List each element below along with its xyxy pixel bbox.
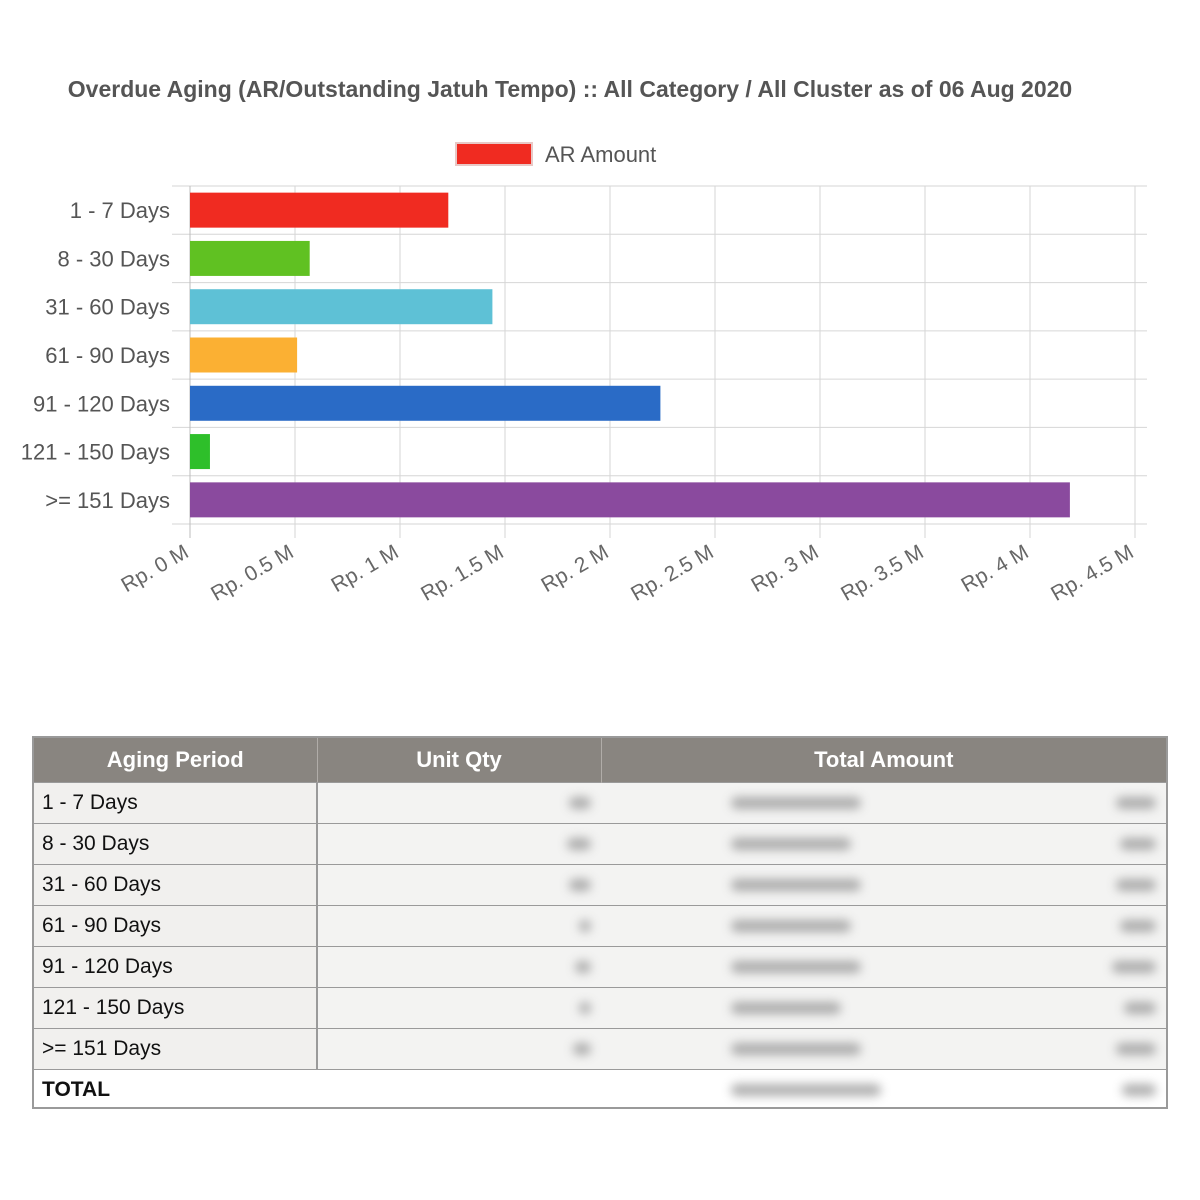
total-amount-cell: [601, 946, 1166, 988]
obscured-value: [731, 838, 851, 850]
unit-qty-cell: [317, 823, 601, 865]
obscured-value: [569, 879, 591, 891]
header-aging-period[interactable]: Aging Period: [34, 738, 318, 783]
table-row: 121 - 150 Days: [34, 987, 1166, 1029]
obscured-value: [731, 1084, 881, 1096]
header-total-amount[interactable]: Total Amount: [601, 738, 1166, 783]
unit-qty-cell: [317, 905, 601, 947]
chart-title: Overdue Aging (AR/Outstanding Jatuh Temp…: [67, 76, 1073, 102]
x-tick-label: Rp. 3 M: [747, 540, 822, 597]
obscured-percentage: [1116, 879, 1156, 891]
table-row: 8 - 30 Days: [34, 823, 1166, 865]
bar-chart: AR Amount 1 - 7 Days 8 - 30 Days 31 - 60 D…: [21, 142, 1147, 606]
obscured-percentage: [1112, 961, 1156, 973]
x-tick-label: Rp. 0 M: [117, 540, 192, 597]
obscured-value: [575, 961, 591, 973]
unit-qty-cell: [317, 987, 601, 1029]
x-tick-label: Rp. 0.5 M: [207, 540, 297, 605]
obscured-value: [567, 838, 591, 850]
obscured-value: [573, 1043, 591, 1055]
obscured-percentage: [1120, 838, 1156, 850]
obscured-percentage: [1122, 1084, 1156, 1096]
obscured-value: [731, 1043, 861, 1055]
obscured-percentage: [1116, 797, 1156, 809]
unit-qty-cell: [317, 782, 601, 824]
bar-5[interactable]: [190, 385, 661, 421]
obscured-value: [579, 920, 591, 932]
unit-qty-cell: [317, 946, 601, 988]
total-amount-cell: [601, 782, 1166, 824]
aging-table-container: Aging Period Unit Qty Total Amount 1 - 7…: [32, 736, 1168, 1109]
aging-period-cell: 8 - 30 Days: [34, 823, 318, 865]
total-amount-cell: [601, 1028, 1166, 1070]
table-total-row: TOTAL: [34, 1069, 1166, 1107]
total-amount-cell: [601, 864, 1166, 906]
y-tick-label: 8 - 30 Days: [58, 246, 171, 271]
x-tick-label: Rp. 1 M: [327, 540, 402, 597]
x-tick-label: Rp. 2 M: [537, 540, 612, 597]
bar-7[interactable]: [190, 482, 1070, 518]
y-tick-label: 31 - 60 Days: [45, 295, 170, 320]
total-amount-cell: [601, 823, 1166, 865]
y-tick-label: 1 - 7 Days: [70, 198, 170, 223]
y-tick-label: 61 - 90 Days: [45, 343, 170, 368]
table-row: 1 - 7 Days: [34, 782, 1166, 824]
x-tick-label: Rp. 1.5 M: [417, 540, 507, 605]
x-tick-label: Rp. 4 M: [957, 540, 1032, 597]
legend-swatch-ar-amount[interactable]: [455, 142, 533, 166]
y-axis-labels: 1 - 7 Days 8 - 30 Days 31 - 60 Days 61 - 90…: [21, 198, 170, 513]
table-row: >= 151 Days: [34, 1028, 1166, 1070]
bar-2[interactable]: [190, 240, 310, 276]
obscured-value: [569, 797, 591, 809]
bar-3[interactable]: [190, 289, 493, 325]
obscured-value: [731, 879, 861, 891]
obscured-percentage: [1124, 1002, 1156, 1014]
x-tick-label: Rp. 2.5 M: [627, 540, 717, 605]
obscured-value: [731, 1002, 841, 1014]
aging-period-cell: 91 - 120 Days: [34, 946, 318, 988]
total-amount-cell: [601, 987, 1166, 1029]
total-amount-cell: [601, 1069, 1166, 1107]
obscured-value: [731, 920, 851, 932]
aging-period-cell: 61 - 90 Days: [34, 905, 318, 947]
obscured-value: [731, 797, 861, 809]
unit-qty-cell: [317, 1028, 601, 1070]
aging-table: Aging Period Unit Qty Total Amount 1 - 7…: [34, 738, 1166, 1107]
obscured-value: [579, 1002, 591, 1014]
aging-period-cell: 1 - 7 Days: [34, 782, 318, 824]
legend-label-ar-amount[interactable]: AR Amount: [545, 142, 656, 167]
bar-1[interactable]: [190, 192, 449, 228]
x-axis-labels: Rp. 0 M Rp. 0.5 M Rp. 1 M Rp. 1.5 M Rp. 2 M R…: [117, 540, 1137, 605]
x-tick-label: Rp. 3.5 M: [837, 540, 927, 605]
table-row: 61 - 90 Days: [34, 905, 1166, 947]
unit-qty-cell: [317, 1069, 601, 1107]
aging-period-cell: >= 151 Days: [34, 1028, 318, 1070]
table-row: 31 - 60 Days: [34, 864, 1166, 906]
table-body: 1 - 7 Days 8 - 30 Days 31 - 60 Days 61 - 90…: [34, 782, 1166, 1107]
header-unit-qty[interactable]: Unit Qty: [317, 738, 602, 783]
aging-period-cell: 31 - 60 Days: [34, 864, 318, 906]
obscured-percentage: [1116, 1043, 1156, 1055]
bar-4[interactable]: [190, 337, 298, 373]
table-header-row: Aging Period Unit Qty Total Amount: [34, 738, 1166, 783]
unit-qty-cell: [317, 864, 601, 906]
y-tick-label: 121 - 150 Days: [21, 440, 170, 465]
obscured-value: [731, 961, 861, 973]
chart-bars: [190, 192, 1070, 518]
aging-period-cell: 121 - 150 Days: [34, 987, 318, 1029]
total-label: TOTAL: [34, 1069, 317, 1107]
x-tick-label: Rp. 4.5 M: [1047, 540, 1137, 605]
y-tick-label: 91 - 120 Days: [33, 391, 170, 416]
total-amount-cell: [601, 905, 1166, 947]
bar-6[interactable]: [190, 434, 210, 470]
obscured-percentage: [1120, 920, 1156, 932]
table-row: 91 - 120 Days: [34, 946, 1166, 988]
chart-legend[interactable]: AR Amount: [455, 142, 656, 167]
y-tick-label: >= 151 Days: [45, 488, 170, 513]
